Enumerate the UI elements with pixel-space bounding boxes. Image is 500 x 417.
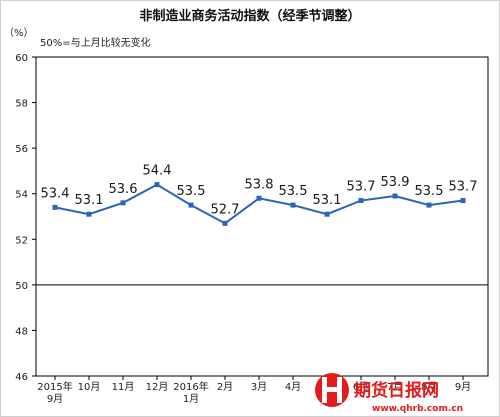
- data-point: [256, 195, 262, 201]
- data-point: [426, 202, 432, 208]
- data-point: [290, 202, 296, 208]
- chart-title: 非制造业商务活动指数（经季节调整）: [139, 8, 360, 24]
- data-label: 53.7: [449, 180, 478, 195]
- y-unit-label: （%）: [4, 27, 34, 39]
- x-tick-label: 2015年: [37, 380, 72, 393]
- x-tick-label: 8月: [421, 381, 437, 393]
- y-tick-label: 50: [15, 281, 28, 292]
- x-tick-label: 6月: [353, 381, 369, 393]
- data-label: 53.8: [245, 177, 274, 192]
- y-tick-label: 52: [15, 235, 28, 246]
- data-label: 53.5: [279, 184, 308, 199]
- data-label: 53.5: [177, 184, 206, 199]
- data-label: 53.1: [313, 193, 342, 208]
- data-point: [120, 200, 126, 206]
- y-tick-label: 54: [15, 190, 28, 201]
- y-tick-label: 60: [15, 53, 28, 64]
- data-label: 53.1: [75, 193, 104, 208]
- watermark: 期货日报网 www.qhrb.com.cn: [315, 373, 463, 414]
- data-label: 53.4: [41, 186, 70, 201]
- x-tick-label: 2016年: [173, 380, 208, 393]
- x-tick-label: 1月: [183, 393, 199, 405]
- data-label: 53.9: [381, 175, 410, 190]
- data-point: [324, 211, 330, 217]
- y-tick-label: 56: [15, 144, 28, 155]
- x-tick-label: 11月: [112, 381, 135, 393]
- y-tick-label: 48: [15, 326, 28, 337]
- x-tick-label: 9月: [455, 381, 471, 393]
- x-tick-label: 2月: [217, 381, 233, 393]
- data-label: 53.6: [109, 182, 138, 197]
- data-point: [52, 204, 58, 210]
- series-line-layer: [52, 182, 466, 226]
- data-point: [86, 211, 92, 217]
- data-point: [154, 182, 160, 188]
- data-point: [188, 202, 194, 208]
- x-tick-label: 9月: [47, 393, 63, 405]
- y-axis: 46 48 50 52 54 56 58 60: [15, 53, 36, 383]
- data-label: 54.4: [143, 164, 172, 179]
- y-tick-label: 46: [15, 372, 28, 383]
- data-label-layer: 53.4 53.1 53.6 54.4 53.5 52.7 53.8 53.5 53.1 53.7…: [41, 164, 478, 218]
- x-axis: 2015年9月10月11月12月2016年1月2月3月4月5月6月7月8月9月: [37, 376, 471, 405]
- data-point: [392, 193, 398, 199]
- data-point: [222, 220, 228, 226]
- watermark-text: 期货日报网: [354, 380, 439, 401]
- chart-note: 50%=与上月比较无变化: [40, 36, 151, 49]
- x-tick-label: 3月: [251, 381, 267, 393]
- data-point: [460, 198, 466, 204]
- data-label: 52.7: [211, 202, 240, 217]
- x-tick-label: 12月: [146, 381, 169, 393]
- data-label: 53.5: [415, 184, 444, 199]
- data-point: [358, 198, 364, 204]
- plot-area: [35, 56, 489, 377]
- watermark-url: www.qhrb.com.cn: [372, 404, 463, 414]
- x-tick-label: 7月: [387, 381, 403, 393]
- data-label: 53.7: [347, 180, 376, 195]
- x-tick-label: 10月: [78, 381, 101, 393]
- y-tick-label: 58: [15, 99, 28, 110]
- x-tick-label: 4月: [285, 381, 301, 393]
- watermark-logo-icon: [315, 373, 349, 407]
